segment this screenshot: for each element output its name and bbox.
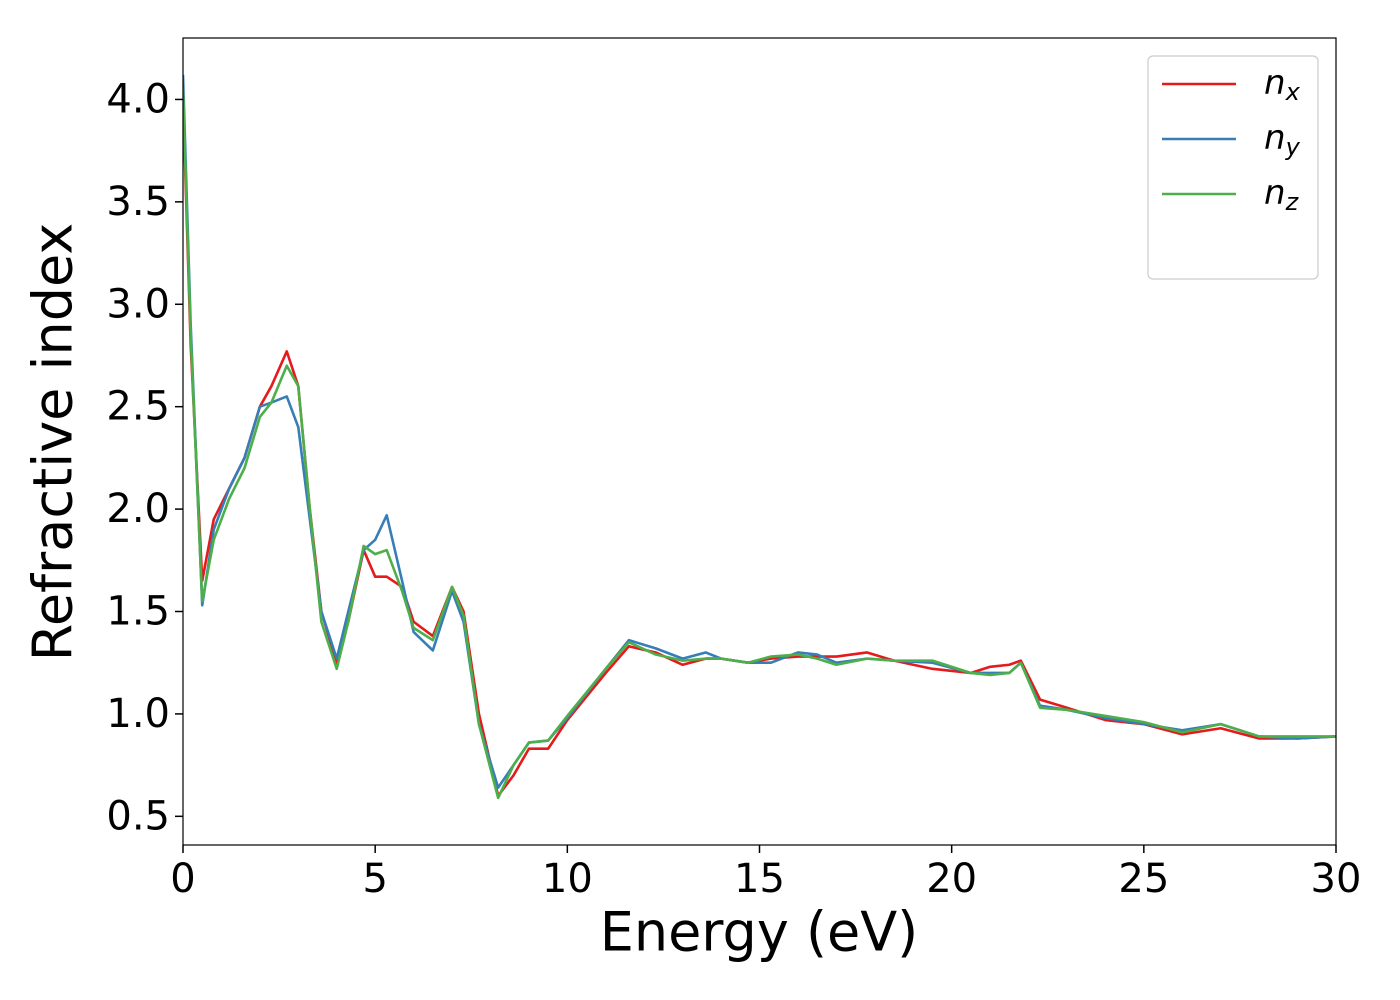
y-axis-label: Refractive index — [22, 223, 85, 662]
y-tick-label: 1.0 — [106, 691, 170, 737]
x-tick-label: 20 — [926, 856, 977, 902]
y-tick-label: 3.0 — [106, 281, 170, 327]
x-axis-label: Energy (eV) — [600, 901, 919, 964]
x-tick-label: 5 — [362, 856, 387, 902]
y-tick-label: 2.5 — [106, 384, 170, 430]
x-tick-label: 0 — [170, 856, 195, 902]
series-line — [183, 89, 1336, 800]
y-tick-label: 4.0 — [106, 76, 170, 122]
legend-box — [1147, 55, 1319, 280]
legend-label: ny — [1264, 118, 1301, 162]
x-tick-label: 25 — [1118, 856, 1169, 902]
plot-frame — [182, 37, 1337, 846]
x-tick-label: 30 — [1311, 856, 1362, 902]
y-tick-label: 1.5 — [106, 589, 170, 635]
legend: nx ny nz — [1147, 55, 1319, 280]
x-tick-label: 10 — [542, 856, 593, 902]
legend-label: nx — [1264, 63, 1301, 107]
y-tick-label: 2.0 — [106, 486, 170, 532]
y-tick-label: 0.5 — [106, 793, 170, 839]
x-tick-label: 15 — [734, 856, 785, 902]
legend-label: nz — [1264, 173, 1300, 217]
y-tick-label: 3.5 — [106, 179, 170, 225]
